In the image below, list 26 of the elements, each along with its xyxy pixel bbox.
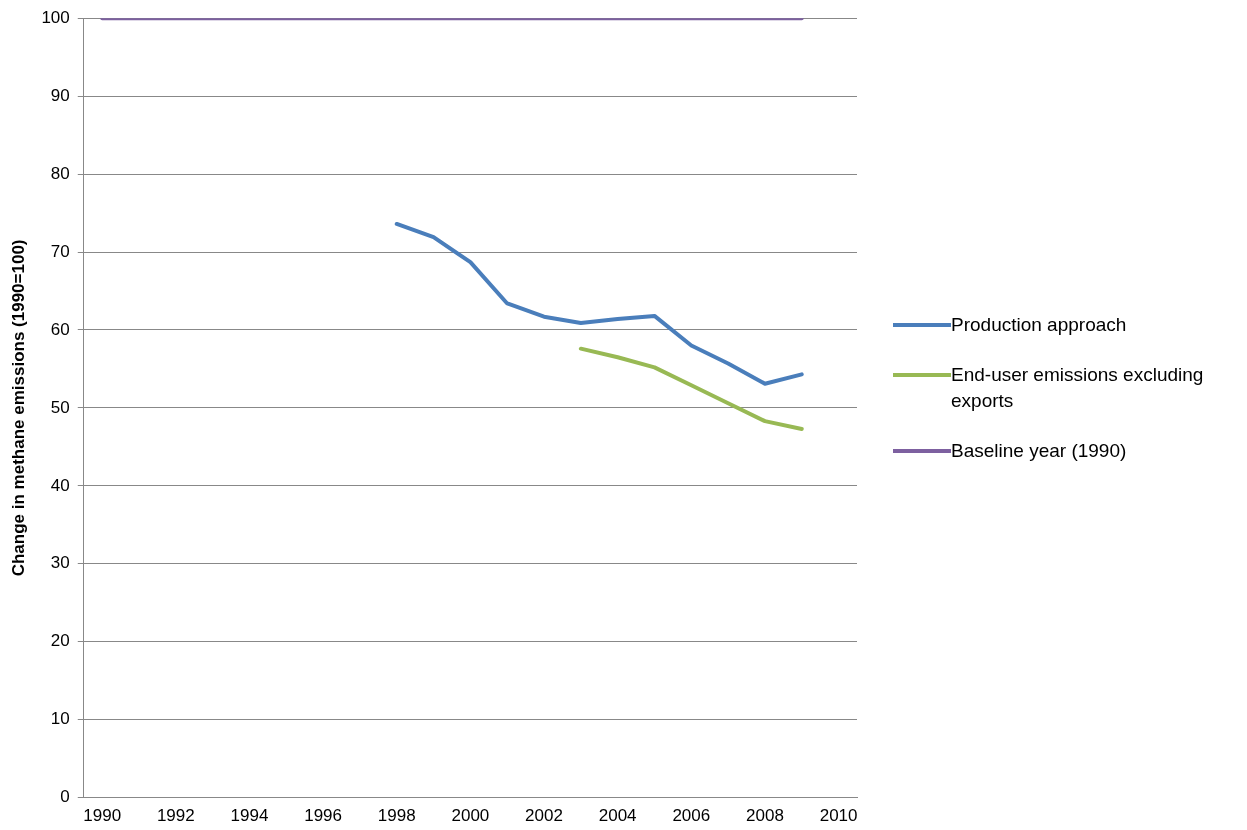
y-tick-label: 0: [60, 787, 70, 807]
legend-label: End-user emissions excluding exports: [951, 363, 1205, 413]
y-tick-label: 80: [50, 163, 70, 183]
x-tick-label: 2006: [672, 806, 711, 826]
x-tick-label: 1998: [377, 806, 416, 826]
legend-label: Baseline year (1990): [951, 439, 1127, 463]
y-tick-label: 10: [50, 709, 70, 729]
legend-label: Production approach: [951, 313, 1127, 337]
x-tick-label: 1990: [83, 806, 122, 826]
y-tick-label: 50: [50, 397, 70, 417]
x-tick-label: 2002: [525, 806, 563, 826]
y-tick-label: 30: [50, 553, 70, 573]
x-tick-label: 2008: [746, 806, 784, 826]
x-tick-label: 1996: [304, 806, 343, 826]
x-tick-label: 2004: [598, 806, 637, 826]
x-tick-label: 1992: [156, 806, 195, 826]
y-tick-label: 70: [50, 241, 70, 261]
x-tick-label: 1994: [230, 806, 269, 826]
y-tick-label: 100: [41, 7, 70, 27]
y-tick-label: 40: [50, 475, 70, 495]
y-axis-title: Change in methane emissions (1990=100): [8, 239, 28, 577]
y-tick-label: 20: [50, 631, 70, 651]
y-tick-label: 90: [50, 85, 70, 105]
x-tick-label: 2010: [819, 806, 858, 826]
x-tick-label: 2000: [451, 806, 490, 826]
y-tick-label: 60: [50, 319, 70, 339]
